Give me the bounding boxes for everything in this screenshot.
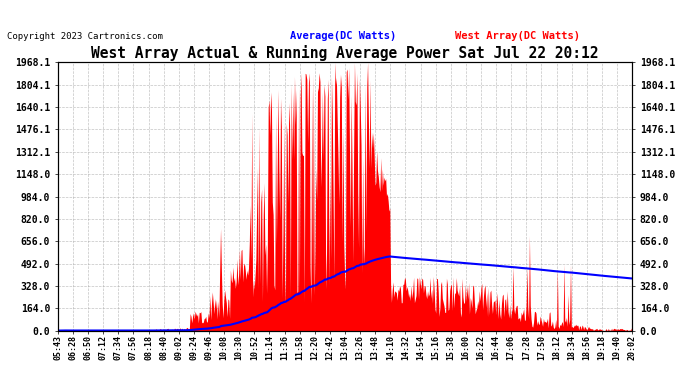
Text: Copyright 2023 Cartronics.com: Copyright 2023 Cartronics.com — [7, 32, 163, 41]
Text: Average(DC Watts): Average(DC Watts) — [290, 32, 396, 41]
Text: West Array(DC Watts): West Array(DC Watts) — [455, 32, 580, 41]
Title: West Array Actual & Running Average Power Sat Jul 22 20:12: West Array Actual & Running Average Powe… — [91, 45, 599, 61]
